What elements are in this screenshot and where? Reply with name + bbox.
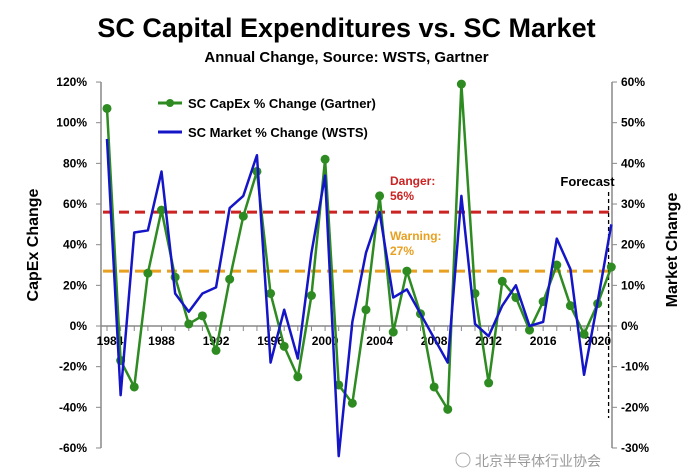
watermark-text: 北京半导体行业协会 bbox=[475, 453, 601, 469]
wechat-icon bbox=[455, 452, 471, 468]
x-tick-label: 1992 bbox=[203, 334, 230, 348]
y-tick-label: 0% bbox=[70, 319, 88, 333]
capex-data-point bbox=[157, 205, 167, 215]
capex-data-point bbox=[184, 319, 194, 329]
chart-title: SC Capital Expenditures vs. SC Market bbox=[97, 13, 596, 43]
capex-data-point bbox=[402, 266, 412, 276]
x-tick-label: 2016 bbox=[530, 334, 557, 348]
y2-axis-label: Market Change bbox=[664, 193, 681, 308]
capex-data-point bbox=[388, 327, 398, 337]
capex-data-point bbox=[238, 211, 248, 221]
y-axis-label: CapEx Change bbox=[25, 188, 42, 301]
legend-label: SC Market % Change (WSTS) bbox=[188, 125, 368, 140]
capex-data-point bbox=[225, 274, 235, 284]
capex-data-point bbox=[443, 404, 453, 414]
y2-tick-label: 30% bbox=[621, 197, 645, 211]
threshold-value: 27% bbox=[390, 244, 414, 258]
capex-data-point bbox=[525, 325, 535, 335]
capex-data-point bbox=[266, 288, 276, 298]
capex-data-point bbox=[347, 398, 357, 408]
capex-data-point bbox=[293, 372, 303, 382]
y2-tick-label: 40% bbox=[621, 156, 645, 170]
y-tick-label: 20% bbox=[63, 278, 87, 292]
capex-data-point bbox=[211, 345, 221, 355]
capex-data-point bbox=[197, 311, 207, 321]
capex-data-point bbox=[552, 260, 562, 270]
y2-tick-label: 0% bbox=[621, 319, 639, 333]
y2-tick-label: 20% bbox=[621, 238, 645, 252]
capex-data-point bbox=[279, 341, 289, 351]
y-tick-label: 80% bbox=[63, 156, 87, 170]
capex-data-point bbox=[102, 103, 112, 113]
forecast-label: Forecast bbox=[560, 174, 615, 189]
capex-data-point bbox=[361, 305, 371, 315]
y-tick-label: 100% bbox=[56, 116, 87, 130]
capex-data-point bbox=[565, 301, 575, 311]
market-series-line bbox=[105, 138, 613, 458]
y2-tick-label: 60% bbox=[621, 75, 645, 89]
capex-data-point bbox=[484, 378, 494, 388]
capex-data-point bbox=[320, 154, 330, 164]
x-tick-label: 1988 bbox=[148, 334, 175, 348]
capex-data-point bbox=[497, 276, 507, 286]
capex-data-point bbox=[606, 262, 616, 272]
chart-subtitle: Annual Change, Source: WSTS, Gartner bbox=[204, 49, 489, 66]
threshold-label: Danger: bbox=[390, 174, 435, 188]
y2-tick-label: 10% bbox=[621, 278, 645, 292]
y-tick-label: 60% bbox=[63, 197, 87, 211]
y-tick-label: -60% bbox=[59, 441, 87, 455]
y-tick-label: 120% bbox=[56, 75, 87, 89]
y-tick-label: 40% bbox=[63, 238, 87, 252]
threshold-label: Warning: bbox=[390, 229, 442, 243]
capex-data-point bbox=[143, 268, 153, 278]
threshold-value: 56% bbox=[390, 189, 414, 203]
capex-data-point bbox=[456, 79, 466, 89]
y-tick-label: -20% bbox=[59, 360, 87, 374]
y2-tick-label: -10% bbox=[621, 360, 649, 374]
legend-label: SC CapEx % Change (Gartner) bbox=[188, 96, 376, 111]
capex-data-point bbox=[375, 191, 385, 201]
capex-data-point bbox=[129, 382, 139, 392]
capex-data-point bbox=[306, 291, 316, 301]
capex-data-point bbox=[579, 329, 589, 339]
y2-tick-label: 50% bbox=[621, 116, 645, 130]
y2-tick-label: -20% bbox=[621, 400, 649, 414]
legend-swatch-marker bbox=[166, 99, 174, 107]
y-tick-label: -40% bbox=[59, 400, 87, 414]
capex-data-point bbox=[429, 382, 439, 392]
x-tick-label: 2004 bbox=[366, 334, 393, 348]
y2-tick-label: -30% bbox=[621, 441, 649, 455]
